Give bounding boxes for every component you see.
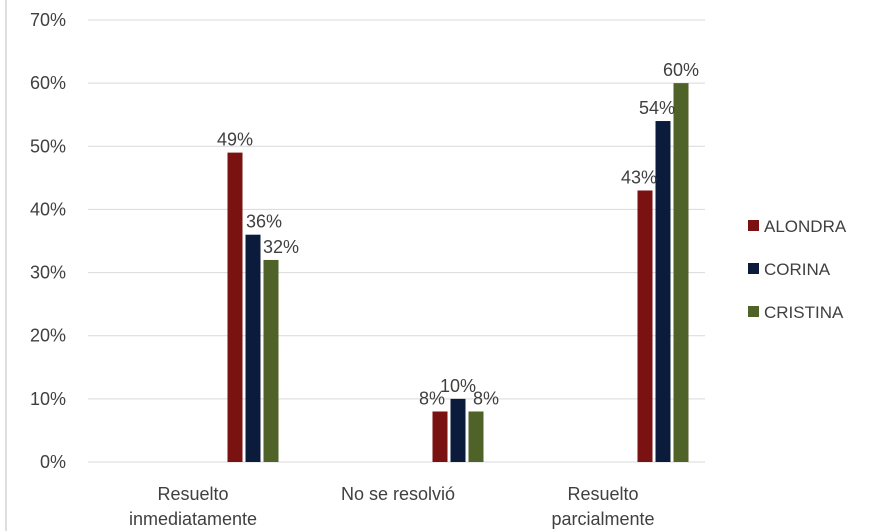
y-tick-label: 0% bbox=[40, 452, 66, 472]
data-labels: 49% 8% 43% 36% 10% 54% 32% 8% 60% bbox=[217, 60, 699, 408]
bar-alondra-0 bbox=[227, 152, 243, 462]
y-tick-label: 40% bbox=[30, 199, 66, 219]
data-label-corina-2: 54% bbox=[639, 98, 675, 118]
y-tick-label: 10% bbox=[30, 389, 66, 409]
bar-corina-1 bbox=[450, 398, 466, 462]
y-tick-label: 50% bbox=[30, 136, 66, 156]
legend-label-alondra: ALONDRA bbox=[764, 217, 847, 236]
data-label-corina-0: 36% bbox=[246, 212, 282, 232]
bar-cristina-2 bbox=[673, 83, 689, 463]
data-label-cristina-1: 8% bbox=[473, 388, 499, 408]
legend-swatch-corina bbox=[748, 263, 759, 274]
bars bbox=[227, 83, 689, 463]
legend-label-cristina: CRISTINA bbox=[764, 303, 844, 322]
x-category-label: inmediatamente bbox=[129, 509, 257, 529]
legend: ALONDRA CORINA CRISTINA bbox=[748, 217, 847, 322]
bar-cristina-1 bbox=[468, 411, 484, 462]
bar-corina-0 bbox=[245, 234, 261, 462]
x-category-label: No se resolvió bbox=[341, 484, 455, 504]
x-axis-categories: Resuelto inmediatamente No se resolvió Resu… bbox=[129, 484, 655, 529]
legend-swatch-alondra bbox=[748, 220, 759, 231]
legend-swatch-cristina bbox=[748, 306, 759, 317]
y-axis-ticks: 0% 10% 20% 30% 40% 50% 60% 70% bbox=[30, 10, 66, 472]
bar-alondra-1 bbox=[432, 411, 448, 462]
bar-cristina-0 bbox=[263, 259, 279, 462]
x-category-label: Resuelto bbox=[567, 484, 638, 504]
data-label-alondra-0: 49% bbox=[217, 130, 253, 150]
bar-alondra-2 bbox=[637, 190, 653, 462]
data-label-corina-1: 10% bbox=[440, 376, 476, 396]
x-category-label: Resuelto bbox=[157, 484, 228, 504]
data-label-alondra-2: 43% bbox=[621, 167, 657, 187]
y-tick-label: 70% bbox=[30, 10, 66, 30]
legend-label-corina: CORINA bbox=[764, 260, 831, 279]
gridlines bbox=[88, 19, 705, 463]
data-label-alondra-1: 8% bbox=[419, 388, 445, 408]
data-label-cristina-2: 60% bbox=[663, 60, 699, 80]
y-tick-label: 60% bbox=[30, 73, 66, 93]
y-tick-label: 20% bbox=[30, 326, 66, 346]
data-label-cristina-0: 32% bbox=[263, 237, 299, 257]
x-category-label: parcialmente bbox=[551, 509, 654, 529]
bar-corina-2 bbox=[655, 121, 671, 463]
y-tick-label: 30% bbox=[30, 263, 66, 283]
